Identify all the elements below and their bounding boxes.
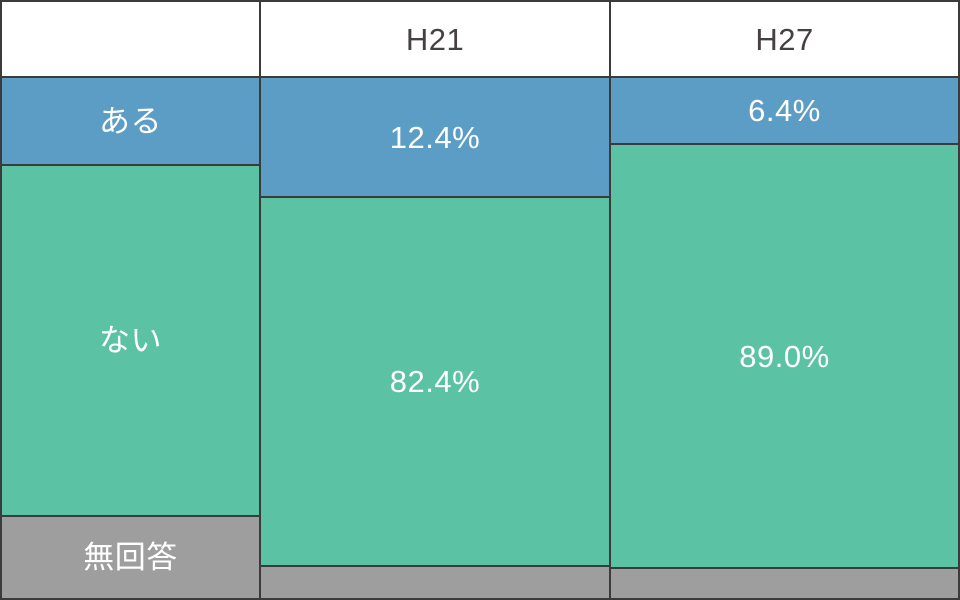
segment-h27-aru-value: 6.4%: [748, 93, 821, 128]
segment-h27-aru: 6.4%: [611, 78, 958, 143]
segment-h21-nai-value: 82.4%: [389, 364, 481, 399]
segment-h21-aru: 12.4%: [261, 78, 609, 196]
segment-h27-nai-value: 89.0%: [739, 338, 830, 374]
column-header-h27: H27: [611, 2, 958, 76]
segment-h21-aru-value: 12.4%: [389, 119, 481, 155]
row-label-nai-text: ない: [99, 323, 162, 358]
column-header-h21: H21: [261, 2, 609, 76]
row-label-mukaito: 無回答: [2, 517, 259, 598]
column-header-h27-label: H27: [755, 21, 814, 57]
row-label-nai: ない: [2, 166, 259, 515]
row-label-aru: ある: [2, 78, 259, 164]
row-label-aru-text: ある: [99, 103, 162, 139]
column-header-h21-label: H21: [405, 21, 465, 57]
segment-h21-mukaito: [261, 567, 609, 598]
segment-h27-mukaito: [611, 569, 958, 598]
corner-header-cell: [2, 2, 259, 76]
row-label-mukaito-text: 無回答: [83, 540, 178, 575]
segment-h27-nai: 89.0%: [611, 145, 958, 567]
segment-h21-nai: 82.4%: [261, 198, 609, 565]
